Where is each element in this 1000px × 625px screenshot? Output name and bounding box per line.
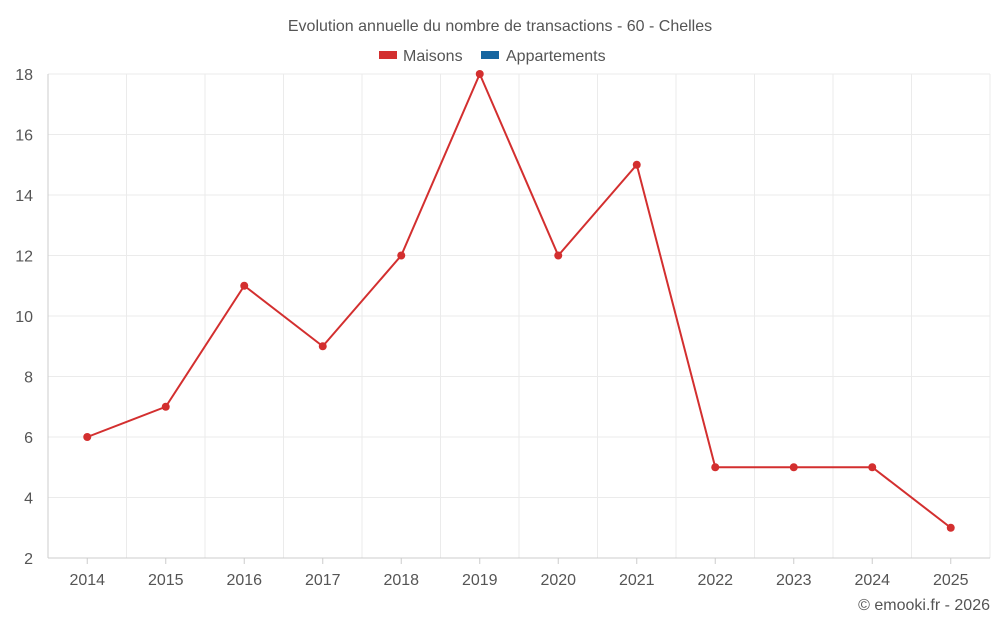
x-tick-label: 2020 — [540, 572, 576, 589]
data-point[interactable] — [868, 463, 877, 472]
data-point[interactable] — [240, 281, 249, 290]
x-tick-label: 2023 — [776, 572, 812, 589]
legend-label-maisons[interactable]: Maisons — [403, 48, 463, 65]
y-tick-label: 6 — [24, 430, 33, 447]
data-point[interactable] — [711, 463, 720, 472]
y-tick-label: 2 — [24, 551, 33, 568]
x-tick-label: 2025 — [933, 572, 969, 589]
legend-swatch-appartements[interactable] — [481, 51, 499, 59]
x-tick-label: 2015 — [148, 572, 184, 589]
data-point[interactable] — [397, 251, 406, 260]
data-point[interactable] — [318, 342, 327, 351]
y-tick-label: 4 — [24, 491, 33, 508]
y-tick-label: 18 — [15, 67, 33, 84]
x-tick-label: 2019 — [462, 572, 498, 589]
credit-text: © emooki.fr - 2026 — [858, 597, 990, 614]
x-tick-label: 2021 — [619, 572, 655, 589]
data-point[interactable] — [83, 433, 92, 441]
data-point[interactable] — [789, 463, 798, 472]
x-tick-label: 2018 — [383, 572, 419, 589]
data-point[interactable] — [554, 251, 563, 260]
chart-title: Evolution annuelle du nombre de transact… — [288, 18, 712, 35]
grid — [47, 73, 991, 558]
legend-swatch-maisons[interactable] — [379, 51, 397, 59]
y-tick-label: 16 — [15, 128, 33, 145]
x-tick-label: 2017 — [305, 572, 341, 589]
series-maisons — [83, 70, 955, 532]
data-point[interactable] — [632, 160, 641, 169]
y-tick-label: 8 — [24, 370, 33, 387]
legend: Maisons Appartements — [379, 48, 606, 65]
x-tick-label: 2024 — [854, 572, 890, 589]
legend-label-appartements[interactable]: Appartements — [506, 48, 606, 65]
series-line-maisons — [86, 73, 952, 529]
data-point[interactable] — [946, 523, 955, 532]
axes: 2 4 6 8 10 12 14 16 18 2014 2015 2016 2017 2018 2019 20… — [15, 67, 990, 589]
data-point[interactable] — [161, 402, 170, 411]
x-tick-label: 2022 — [697, 572, 733, 589]
y-tick-label: 12 — [15, 249, 33, 266]
data-point[interactable] — [475, 70, 484, 78]
y-tick-label: 14 — [15, 188, 33, 205]
x-tick-label: 2016 — [226, 572, 262, 589]
x-tick-label: 2014 — [69, 572, 105, 589]
y-tick-label: 10 — [15, 309, 33, 326]
